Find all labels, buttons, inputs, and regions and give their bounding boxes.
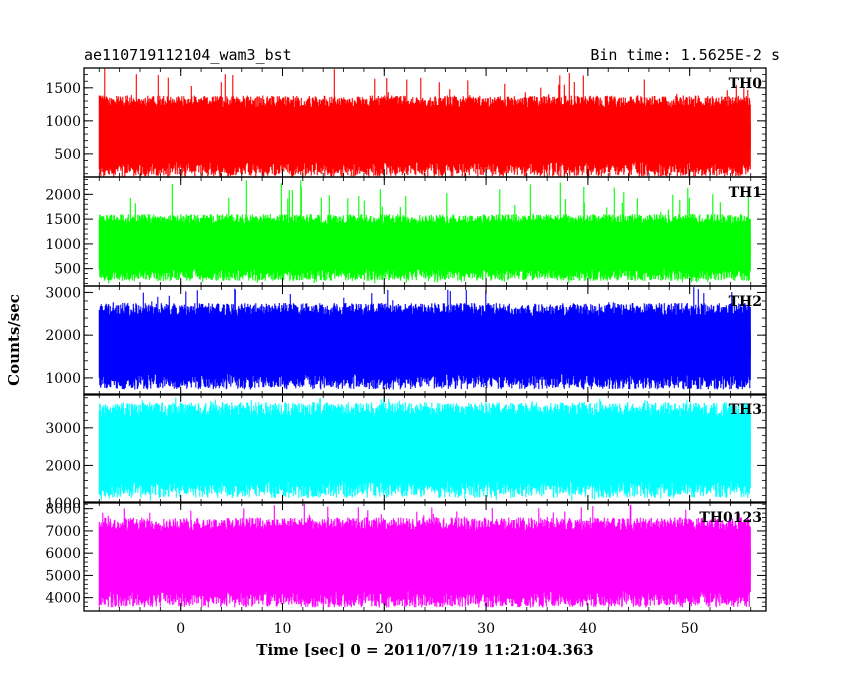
series-core-th0	[99, 122, 751, 147]
panel-th0: 500 1000 1500 TH0	[45, 67, 767, 178]
y-tick-label: 2000	[45, 328, 81, 344]
y-tick-label: 1000	[45, 496, 81, 512]
series-core-th2	[99, 331, 751, 358]
panel-label: TH1	[729, 185, 762, 201]
y-tick-label: 4000	[45, 591, 81, 607]
panel-label: TH0123	[699, 510, 762, 526]
x-axis: 0 10 20 30 40 50	[176, 621, 698, 637]
panel-th1: 500 1000 1500 2000 TH1	[45, 176, 767, 287]
y-tick-label: 3000	[45, 421, 81, 437]
y-tick-label: 2000	[45, 187, 81, 203]
y-tick-label: 7000	[45, 524, 81, 540]
series-core-th3	[99, 434, 751, 463]
x-axis-label: Time [sec] 0 = 2011/07/19 11:21:04.363	[256, 641, 593, 659]
panel-th2: 1000 2000 3000 TH2	[45, 285, 767, 396]
y-tick-label: 6000	[45, 546, 81, 562]
panel-th0123: 4000 5000 6000 7000 8000 TH0123	[45, 501, 767, 612]
x-tick-label: 0	[176, 621, 185, 637]
y-tick-label: 1500	[45, 212, 81, 228]
x-tick-label: 10	[274, 621, 292, 637]
panel-label: TH3	[729, 402, 762, 418]
x-tick-label: 50	[681, 621, 699, 637]
y-tick-label: 500	[54, 147, 81, 163]
y-tick-label: 1500	[45, 81, 81, 97]
series-core-th1	[99, 236, 751, 257]
y-tick-label: 2000	[45, 458, 81, 474]
panel-th3: 1000 2000 3000 TH3	[45, 393, 767, 512]
panel-stack: 500 1000 1500 TH0 500 1000 1500 2000 TH1 1000 2000…	[45, 67, 767, 612]
y-tick-label: 1000	[45, 237, 81, 253]
panel-label: TH2	[729, 294, 762, 310]
y-tick-label: 8000	[45, 502, 81, 518]
y-tick-label: 1000	[45, 371, 81, 387]
x-tick-label: 30	[477, 621, 495, 637]
x-tick-label: 20	[375, 621, 393, 637]
x-tick-label: 40	[579, 621, 597, 637]
y-tick-label: 5000	[45, 568, 81, 584]
series-th1	[98, 180, 751, 284]
bin-time-label: Bin time: 1.5625E-2 s	[590, 46, 780, 64]
chart-title: ae110719112104_wam3_bst	[84, 46, 292, 64]
y-axis-label: Counts/sec	[5, 294, 23, 386]
panel-label: TH0	[729, 76, 763, 92]
y-tick-label: 500	[54, 262, 81, 278]
y-tick-label: 3000	[45, 285, 81, 301]
series-core-th0123	[99, 547, 751, 575]
y-tick-label: 1000	[45, 114, 81, 130]
